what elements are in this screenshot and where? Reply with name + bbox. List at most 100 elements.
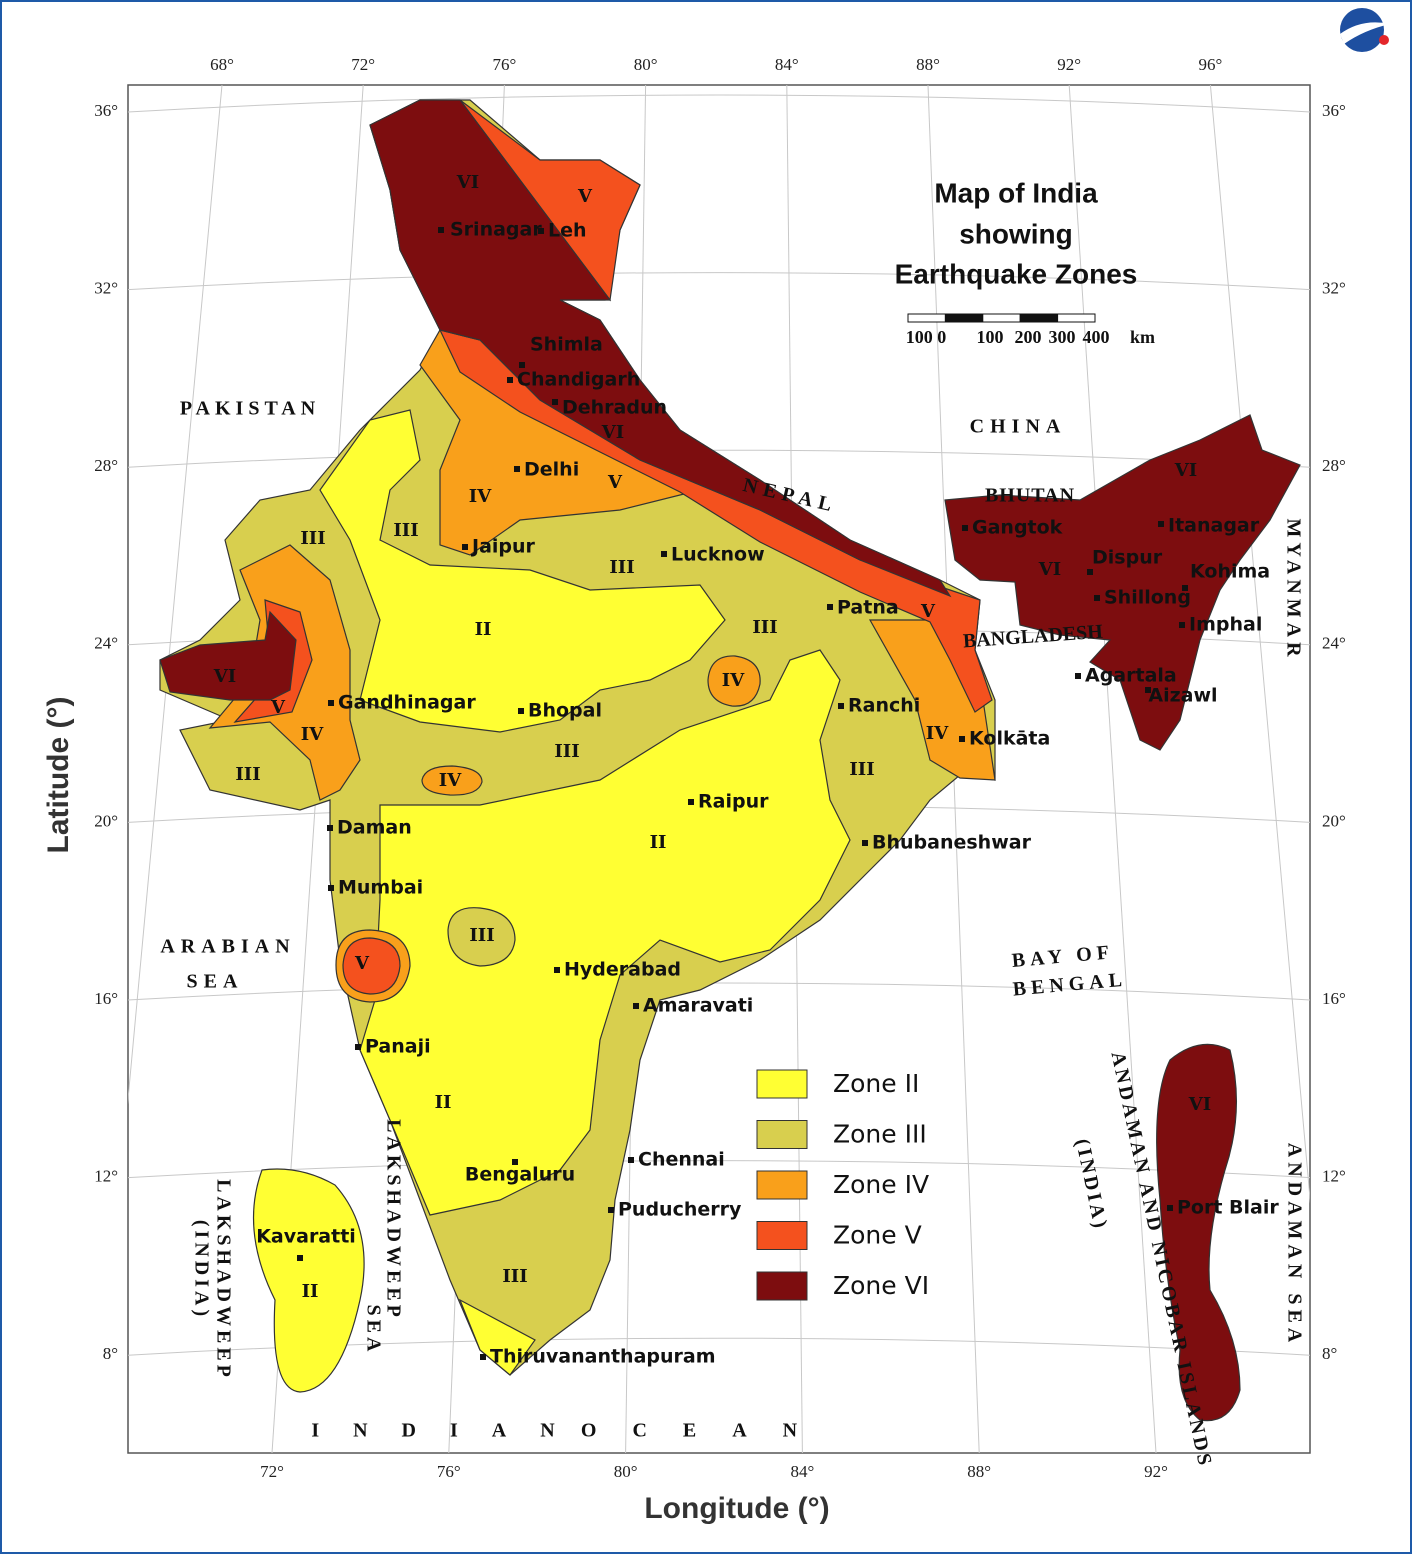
lon-tick-label: 92° — [1057, 55, 1081, 74]
legend-swatch — [756, 1170, 808, 1200]
place-label: (INDIA) — [190, 1220, 212, 1320]
place-label: PAKISTAN — [180, 398, 320, 420]
city-label: Shimla — [530, 334, 603, 356]
legend-swatch — [756, 1221, 808, 1250]
grid-line — [128, 94, 1310, 113]
zone-area — [447, 907, 516, 967]
lat-tick-label: 32° — [94, 279, 118, 298]
legend-label: Zone III — [833, 1120, 927, 1149]
city-marker — [328, 700, 334, 706]
place-label: INDIAN — [311, 1420, 588, 1442]
zone-label: V — [354, 953, 370, 974]
city-marker — [838, 703, 844, 709]
lon-tick-label: 84° — [790, 1462, 814, 1481]
lat-tick-label: 36° — [1322, 101, 1346, 120]
city-label: Delhi — [524, 459, 579, 481]
city-label: Gangtok — [972, 517, 1063, 539]
scale-segment — [907, 313, 946, 323]
city-label: Kavaratti — [256, 1226, 356, 1248]
grid-line — [1068, 85, 1157, 1453]
city-label: Bengaluru — [465, 1164, 575, 1186]
lat-tick-label: 32° — [1322, 279, 1346, 298]
city-marker — [688, 799, 694, 805]
zone-label: VI — [456, 172, 479, 193]
lon-tick-label: 80° — [634, 55, 658, 74]
place-label: ANDAMAN SEA — [1283, 1143, 1305, 1347]
city-label: Jaipur — [470, 536, 536, 558]
place-label: OCEAN — [581, 1420, 833, 1442]
city-label: Chandigarh — [517, 369, 640, 391]
zone-label: III — [609, 557, 634, 578]
city-marker — [507, 377, 513, 383]
city-label: Dispur — [1092, 547, 1163, 569]
scale-segment — [1019, 313, 1059, 323]
lon-tick-label: 76° — [437, 1462, 461, 1481]
scale-label: 300 — [1049, 327, 1076, 347]
city-label: Lucknow — [671, 544, 765, 566]
zone-label: VI — [1188, 1094, 1211, 1115]
place-label: MYANMAR — [1282, 518, 1304, 661]
zone-area — [342, 937, 401, 995]
grid-line — [1209, 85, 1310, 1204]
city-label: Amaravati — [643, 995, 753, 1017]
title-line: Map of India — [934, 177, 1098, 208]
zone-label: VI — [601, 422, 624, 443]
place-label: LAKSHADWEEP — [382, 1119, 404, 1321]
place-label: CHINA — [970, 416, 1067, 438]
zone-label: III — [502, 1266, 527, 1287]
legend-swatch — [756, 1120, 808, 1149]
scale-segment — [1057, 313, 1096, 323]
city-marker — [633, 1003, 639, 1009]
lat-tick-label: 20° — [94, 811, 118, 830]
legend-label: Zone IV — [833, 1170, 929, 1199]
lon-tick-label: 92° — [1144, 1462, 1168, 1481]
zone-label: II — [302, 1281, 319, 1302]
city-label: Ranchi — [848, 695, 920, 717]
zone-label: III — [469, 925, 494, 946]
legend-swatch — [756, 1069, 808, 1099]
zone-label: III — [849, 759, 874, 780]
city-marker — [959, 736, 965, 742]
grid-line — [128, 85, 223, 1105]
zone-label: III — [554, 741, 579, 762]
city-label: Srinagar — [450, 219, 542, 241]
city-label: Gandhinagar — [338, 692, 476, 714]
city-marker — [862, 840, 868, 846]
city-marker — [661, 551, 667, 557]
grid-line — [128, 1160, 1310, 1179]
legend-label: Zone V — [833, 1221, 922, 1250]
zone-label: V — [577, 186, 593, 207]
city-marker — [628, 1157, 634, 1163]
city-label: Imphal — [1189, 614, 1262, 636]
city-marker — [608, 1207, 614, 1213]
legend-label: Zone II — [833, 1069, 919, 1098]
lat-tick-label: 24° — [1322, 634, 1346, 653]
zone-label: V — [270, 697, 286, 718]
city-marker — [328, 885, 334, 891]
lat-tick-label: 28° — [1322, 456, 1346, 475]
city-label: Hyderabad — [564, 959, 681, 981]
zone-label: II — [475, 619, 492, 640]
city-label: Thiruvananthapuram — [490, 1346, 716, 1368]
city-marker — [1087, 569, 1093, 575]
lat-tick-label: 28° — [94, 456, 118, 475]
zones — [159, 99, 1301, 1422]
lon-tick-label: 88° — [916, 55, 940, 74]
logo — [1340, 8, 1390, 52]
lon-tick-label: 96° — [1198, 55, 1222, 74]
scale-label: 200 — [1015, 327, 1042, 347]
title-line: showing — [959, 218, 1073, 249]
lon-tick-label: 68° — [210, 55, 234, 74]
lon-tick-label: 84° — [775, 55, 799, 74]
lat-tick-label: 20° — [1322, 811, 1346, 830]
city-label: Bhopal — [528, 700, 602, 722]
place-label: SEA — [187, 971, 244, 993]
city-marker — [438, 227, 444, 233]
lat-tick-label: 12° — [1322, 1167, 1346, 1186]
city-label: Puducherry — [618, 1199, 742, 1221]
city-label: Aizawl — [1148, 685, 1217, 707]
city-marker — [512, 1159, 518, 1165]
city-label: Mumbai — [338, 877, 423, 899]
city-marker — [518, 708, 524, 714]
city-label: Patna — [837, 597, 899, 619]
